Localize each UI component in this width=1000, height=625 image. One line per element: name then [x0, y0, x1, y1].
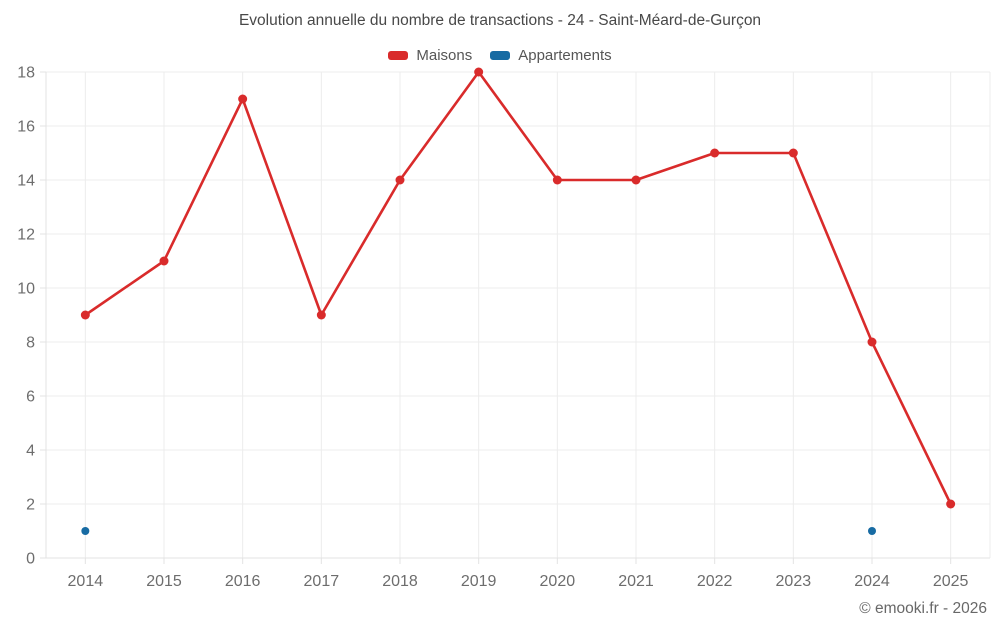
maisons-point-2021[interactable] — [631, 175, 641, 185]
y-tick-label: 6 — [26, 389, 35, 406]
copyright-text: © emooki.fr - 2026 — [859, 600, 987, 617]
chart-title: Evolution annuelle du nombre de transact… — [238, 12, 762, 29]
x-tick-label: 2021 — [618, 573, 654, 590]
y-tick-label: 0 — [26, 551, 35, 568]
maisons-line — [84, 70, 952, 506]
x-tick-label: 2019 — [461, 573, 497, 590]
x-tick-label: 2015 — [146, 573, 182, 590]
legend-label-maisons: Maisons — [416, 46, 473, 64]
y-tick-label: 14 — [17, 173, 35, 190]
y-tick-label: 16 — [17, 119, 35, 136]
chart-legend: Maisons Appartements — [0, 45, 1000, 65]
x-tick-label: 2014 — [68, 573, 104, 590]
maisons-point-2020[interactable] — [552, 175, 562, 185]
maisons-point-2017[interactable] — [316, 310, 326, 320]
x-tick-label: 2024 — [854, 573, 890, 590]
maisons-point-2016[interactable] — [238, 94, 248, 104]
maisons-point-2023[interactable] — [788, 148, 798, 158]
x-tick-label: 2025 — [933, 573, 969, 590]
x-tick-label: 2017 — [304, 573, 340, 590]
x-tick-label: 2022 — [697, 573, 733, 590]
legend-item-appartements[interactable]: Appartements — [490, 46, 612, 64]
y-tick-label: 4 — [26, 443, 35, 460]
x-tick-label: 2018 — [382, 573, 418, 590]
maisons-point-2022[interactable] — [710, 148, 720, 158]
x-tick-label: 2016 — [225, 573, 261, 590]
maisons-point-2019[interactable] — [474, 67, 484, 77]
maisons-swatch-icon — [388, 50, 409, 60]
maisons-point-2024[interactable] — [867, 337, 877, 347]
y-tick-label: 8 — [26, 335, 35, 352]
maisons-point-2018[interactable] — [395, 175, 405, 185]
y-tick-label: 10 — [17, 281, 35, 298]
y-tick-label: 2 — [26, 497, 35, 514]
legend-label-appartements: Appartements — [518, 46, 612, 64]
appartements-point-2024[interactable] — [868, 527, 876, 535]
y-tick-label: 12 — [17, 227, 35, 244]
maisons-point-2025[interactable] — [946, 499, 956, 509]
appartements-point-2014[interactable] — [81, 527, 90, 535]
appartements-swatch-icon — [490, 50, 511, 60]
maisons-point-2014[interactable] — [80, 310, 90, 320]
x-tick-label: 2023 — [776, 573, 812, 590]
y-tick-label: 18 — [17, 65, 35, 82]
legend-item-maisons[interactable]: Maisons — [388, 47, 472, 64]
maisons-point-2015[interactable] — [159, 256, 169, 266]
x-tick-label: 2020 — [540, 573, 576, 590]
